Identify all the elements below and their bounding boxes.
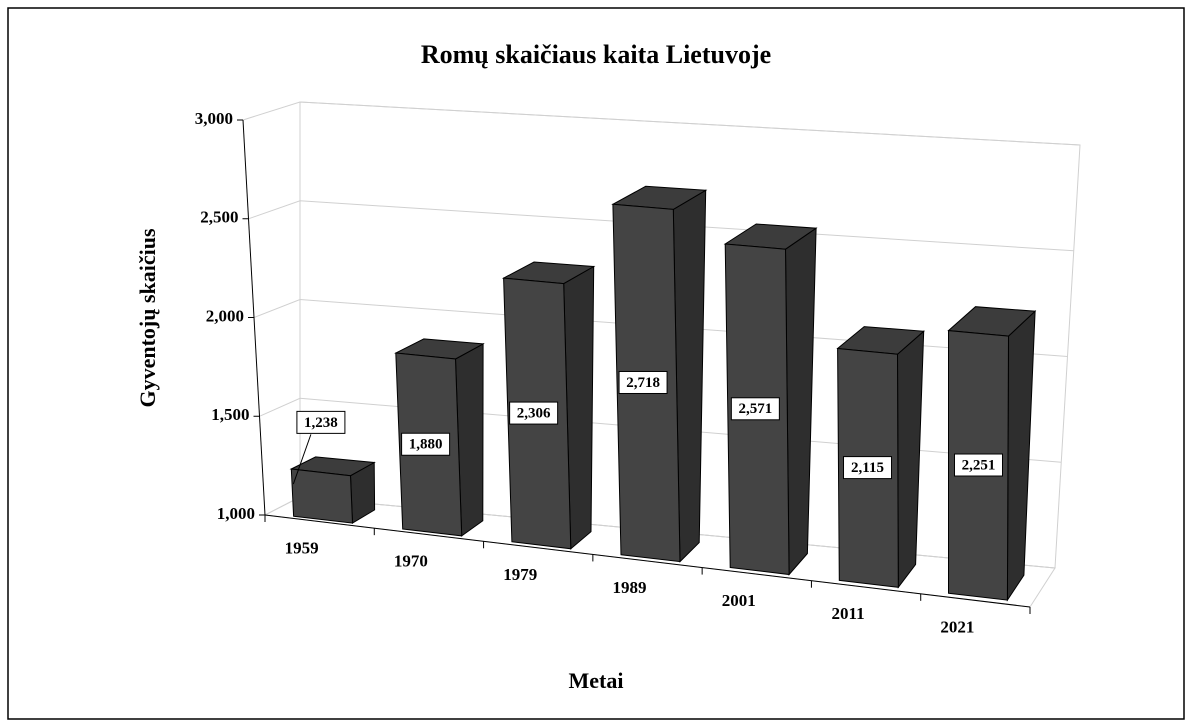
x-axis — [264, 514, 1031, 608]
value-label: 2,306 — [517, 406, 551, 422]
leader-line — [292, 434, 312, 485]
x-tick-label: 1989 — [613, 578, 647, 597]
bar — [947, 306, 1037, 602]
value-label-box — [401, 432, 451, 456]
value-label-box — [618, 370, 668, 394]
bar — [723, 223, 818, 576]
y-tick-label: 1,500 — [211, 405, 249, 424]
value-label: 2,251 — [962, 457, 996, 473]
x-tick-label: 2011 — [832, 604, 865, 623]
value-label-box — [296, 410, 346, 434]
x-tick-label: 1979 — [503, 565, 537, 584]
y-tick-label: 1,000 — [217, 504, 255, 523]
value-label: 1,238 — [304, 415, 338, 431]
value-label: 1,880 — [409, 437, 443, 453]
grid-line — [242, 101, 1081, 146]
chart-title: Romų skaičiaus kaita Lietuvoje — [421, 40, 771, 69]
bar — [289, 456, 376, 524]
bar-front — [290, 468, 354, 524]
y-axis — [242, 119, 266, 516]
value-label-box — [509, 401, 559, 425]
x-tick-label: 1970 — [394, 552, 428, 571]
y-tick-label: 2,000 — [206, 306, 244, 325]
y-axis-title: Gyventojų skaičius — [135, 228, 160, 408]
x-axis-title: Metai — [569, 668, 624, 693]
y-tick-label: 3,000 — [195, 109, 233, 128]
value-label: 2,115 — [851, 460, 884, 476]
x-tick-label: 2021 — [940, 617, 974, 636]
value-label-box — [730, 397, 780, 421]
x-tick-label: 2001 — [722, 591, 756, 610]
y-tick-label: 2,500 — [200, 208, 238, 227]
value-label-box — [843, 456, 893, 480]
x-tick-label: 1959 — [285, 538, 319, 557]
value-label: 2,718 — [626, 375, 660, 391]
value-label-box — [953, 453, 1003, 477]
value-label: 2,571 — [738, 401, 772, 417]
